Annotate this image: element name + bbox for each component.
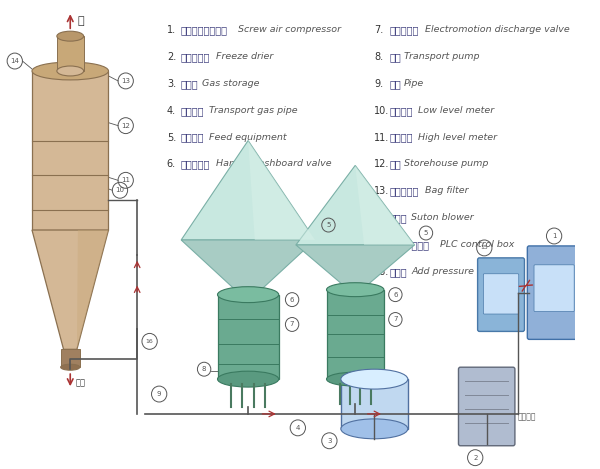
- Ellipse shape: [61, 364, 80, 370]
- Text: Screw air compressor: Screw air compressor: [238, 25, 341, 34]
- Text: 输气管道: 输气管道: [180, 106, 204, 116]
- Text: 手动插板阀: 手动插板阀: [180, 159, 209, 169]
- Polygon shape: [181, 141, 315, 240]
- Text: 5: 5: [326, 222, 331, 228]
- Text: 16: 16: [146, 339, 154, 344]
- Polygon shape: [296, 166, 415, 245]
- Text: 9.: 9.: [374, 79, 383, 89]
- Text: Transport gas pipe: Transport gas pipe: [209, 106, 298, 115]
- Text: 1: 1: [552, 233, 556, 239]
- Text: 5: 5: [424, 230, 428, 236]
- Text: 仓泵: 仓泵: [389, 52, 401, 62]
- Text: High level meter: High level meter: [418, 133, 497, 142]
- Ellipse shape: [326, 372, 384, 386]
- FancyBboxPatch shape: [458, 367, 515, 446]
- Text: 电动卸料鄀: 电动卸料鄀: [389, 25, 419, 35]
- Text: 3: 3: [327, 438, 332, 444]
- Bar: [341, 379, 408, 429]
- Text: 6: 6: [290, 296, 295, 303]
- Text: 储气罐: 储气罐: [180, 79, 198, 89]
- Text: 15: 15: [481, 245, 488, 250]
- Text: 1.: 1.: [167, 25, 176, 35]
- Bar: [218, 295, 279, 379]
- Bar: [57, 36, 83, 71]
- Text: 14: 14: [10, 58, 19, 64]
- Text: 低料位计: 低料位计: [389, 106, 413, 116]
- Text: Electromotion discharge valve: Electromotion discharge valve: [425, 25, 570, 34]
- Text: 袋式过滤器: 袋式过滤器: [389, 186, 419, 197]
- Ellipse shape: [57, 31, 83, 41]
- FancyBboxPatch shape: [527, 246, 581, 340]
- Text: 2: 2: [473, 454, 478, 461]
- Text: 4: 4: [296, 425, 300, 431]
- Text: Suton blower: Suton blower: [411, 213, 474, 222]
- Text: 15.: 15.: [374, 240, 390, 250]
- Text: 2.: 2.: [167, 52, 176, 62]
- Bar: [32, 71, 109, 230]
- Text: 增压器: 增压器: [389, 267, 407, 277]
- Ellipse shape: [341, 369, 408, 389]
- Ellipse shape: [57, 66, 83, 76]
- Text: Pipe: Pipe: [404, 79, 424, 88]
- Text: Storehouse pump: Storehouse pump: [404, 159, 488, 168]
- Text: 6.: 6.: [167, 159, 176, 169]
- Text: 3.: 3.: [167, 79, 176, 89]
- Text: 8: 8: [202, 366, 206, 372]
- Polygon shape: [32, 230, 109, 349]
- Text: 7.: 7.: [374, 25, 383, 35]
- Polygon shape: [181, 240, 315, 295]
- Polygon shape: [296, 245, 415, 290]
- Ellipse shape: [218, 287, 279, 303]
- Text: 11.: 11.: [374, 133, 389, 143]
- Ellipse shape: [32, 62, 109, 80]
- Text: 螺杆式空气压缩机: 螺杆式空气压缩机: [180, 25, 227, 35]
- Text: PLC control box: PLC control box: [440, 240, 514, 249]
- Text: 4.: 4.: [167, 106, 176, 116]
- Bar: [61, 349, 80, 367]
- Text: 排料装置: 排料装置: [180, 133, 204, 143]
- Ellipse shape: [218, 371, 279, 387]
- Text: 14.: 14.: [374, 213, 389, 223]
- Text: PLC 控制笱: PLC 控制笱: [389, 240, 428, 250]
- Text: Freeze drier: Freeze drier: [216, 52, 274, 61]
- Text: 10.: 10.: [374, 106, 389, 116]
- FancyBboxPatch shape: [534, 265, 574, 311]
- Text: Low level meter: Low level meter: [418, 106, 494, 115]
- Text: 7: 7: [393, 317, 398, 323]
- Polygon shape: [248, 141, 315, 240]
- Text: 9: 9: [157, 391, 161, 397]
- Text: Handle flashboard valve: Handle flashboard valve: [216, 159, 332, 168]
- Text: Gas storage: Gas storage: [202, 79, 259, 88]
- Ellipse shape: [341, 419, 408, 439]
- Text: 6: 6: [393, 292, 398, 298]
- Text: 压缩空气: 压缩空气: [518, 412, 536, 421]
- Text: Add pressure valve: Add pressure valve: [411, 267, 503, 276]
- Text: Feed equipment: Feed equipment: [209, 133, 287, 142]
- Text: 5.: 5.: [167, 133, 176, 143]
- FancyBboxPatch shape: [484, 274, 519, 314]
- Ellipse shape: [326, 283, 384, 296]
- Text: 引风机: 引风机: [389, 213, 407, 223]
- Text: 13: 13: [121, 78, 130, 84]
- Text: 10: 10: [115, 187, 124, 193]
- Text: 11: 11: [121, 177, 130, 183]
- Text: 管道: 管道: [389, 79, 401, 89]
- Text: Bag filter: Bag filter: [425, 186, 469, 195]
- Text: 12.: 12.: [374, 159, 390, 169]
- Text: 8.: 8.: [374, 52, 383, 62]
- Text: 7: 7: [290, 321, 295, 327]
- Text: Transport pump: Transport pump: [404, 52, 479, 61]
- Text: 料仓: 料仓: [389, 159, 401, 169]
- Polygon shape: [77, 230, 109, 349]
- Text: 高料位计: 高料位计: [389, 133, 413, 143]
- Text: 冷冻干燥机: 冷冻干燥机: [180, 52, 209, 62]
- Text: 12: 12: [121, 123, 130, 129]
- Text: 16.: 16.: [374, 267, 389, 277]
- Polygon shape: [355, 166, 415, 245]
- FancyBboxPatch shape: [478, 258, 524, 332]
- Text: 13.: 13.: [374, 186, 389, 197]
- Bar: [326, 290, 384, 379]
- Text: 气: 气: [78, 16, 85, 26]
- Text: 装车: 装车: [76, 378, 86, 387]
